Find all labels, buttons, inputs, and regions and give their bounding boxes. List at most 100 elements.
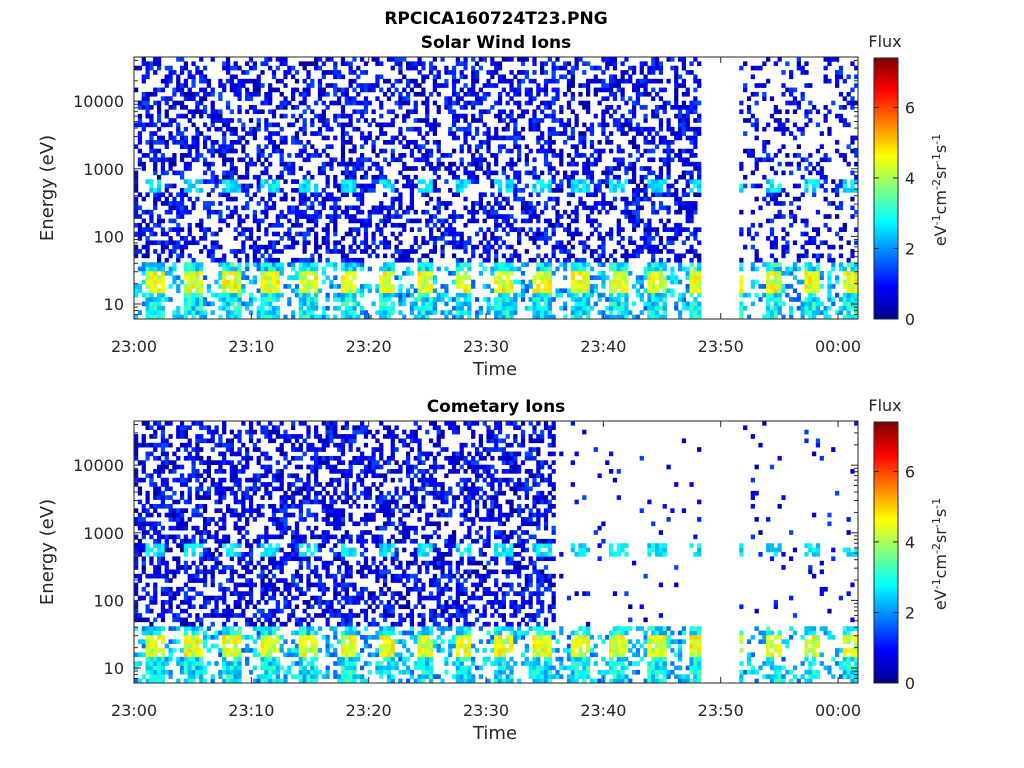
heatmap-cell: [578, 179, 583, 184]
heatmap-cell: [697, 227, 702, 232]
heatmap-cell: [624, 288, 629, 294]
heatmap-cell: [268, 153, 273, 158]
heatmap-cell: [298, 209, 303, 215]
heatmap-cell: [360, 109, 365, 115]
heatmap-cell: [846, 100, 851, 106]
heatmap-cell: [317, 201, 323, 206]
heatmap-cell: [574, 122, 579, 128]
heatmap-cell: [271, 87, 277, 93]
heatmap-cell: [666, 161, 671, 167]
heatmap-cell: [532, 122, 537, 128]
heatmap-cell: [275, 131, 280, 136]
heatmap-cell: [428, 266, 434, 272]
heatmap-cell: [658, 118, 664, 123]
heatmap-cell: [271, 74, 277, 80]
heatmap-cell: [229, 118, 234, 123]
heatmap-cell: [172, 170, 177, 176]
heatmap-cell: [808, 305, 813, 311]
heatmap-cell: [559, 188, 564, 193]
heatmap-cell: [513, 183, 518, 189]
heatmap-cell: [187, 70, 192, 75]
heatmap-cell: [651, 284, 656, 289]
heatmap-cell: [363, 284, 369, 289]
heatmap-cell: [352, 126, 357, 132]
heatmap-cell: [459, 157, 464, 163]
heatmap-cell: [769, 196, 775, 202]
heatmap-cell: [340, 61, 346, 67]
heatmap-cell: [494, 153, 499, 158]
heatmap-cell: [137, 148, 143, 154]
heatmap-cell: [497, 205, 503, 211]
heatmap-cell: [202, 65, 208, 71]
heatmap-cell: [658, 96, 664, 101]
heatmap-cell: [298, 275, 303, 280]
heatmap-cell: [356, 288, 361, 294]
heatmap-cell: [321, 118, 326, 123]
heatmap-cell: [195, 139, 200, 145]
heatmap-cell: [536, 218, 541, 224]
heatmap-cell: [179, 113, 185, 119]
heatmap-cell: [494, 179, 499, 184]
heatmap-cell: [149, 240, 154, 246]
heatmap-cell: [773, 244, 778, 250]
heatmap-cell: [451, 231, 457, 237]
heatmap-cell: [467, 126, 472, 132]
heatmap-cell: [386, 292, 392, 298]
heatmap-cell: [536, 292, 541, 298]
heatmap-cell: [551, 78, 556, 84]
heatmap-cell: [448, 170, 453, 176]
heatmap-cell: [199, 288, 204, 294]
heatmap-cell: [509, 244, 514, 250]
heatmap-cell: [333, 292, 338, 298]
heatmap-cell: [134, 253, 139, 259]
heatmap-cell: [823, 222, 828, 228]
heatmap-cell: [474, 161, 480, 167]
heatmap-cell: [348, 314, 353, 320]
heatmap-cell: [405, 174, 411, 180]
heatmap-cell: [543, 61, 549, 67]
heatmap-cell: [547, 100, 552, 106]
heatmap-cell: [739, 262, 744, 267]
heatmap-cell: [340, 314, 346, 320]
heatmap-cell: [540, 131, 545, 136]
heatmap-cell: [195, 153, 200, 158]
heatmap-cell: [421, 288, 426, 294]
heatmap-cell: [643, 166, 648, 171]
heatmap-cell: [160, 192, 166, 198]
heatmap-cell: [631, 314, 637, 320]
heatmap-cell: [172, 244, 177, 250]
heatmap-cell: [390, 153, 395, 158]
heatmap-cell: [229, 288, 234, 294]
heatmap-cell: [743, 83, 748, 88]
heatmap-cell: [298, 214, 303, 219]
heatmap-cell: [245, 170, 250, 176]
heatmap-cell: [425, 188, 430, 193]
heatmap-cell: [582, 122, 587, 128]
heatmap-cell: [356, 83, 361, 88]
heatmap-cell: [827, 253, 832, 259]
heatmap-cell: [141, 253, 146, 259]
heatmap-cell: [831, 201, 836, 206]
heatmap-cell: [237, 139, 242, 145]
heatmap-cell: [601, 236, 606, 241]
heatmap-cell: [777, 209, 782, 215]
heatmap-cell: [689, 174, 694, 180]
heatmap-cell: [402, 135, 407, 141]
heatmap-cell: [586, 310, 591, 315]
heatmap-cell: [268, 192, 273, 198]
heatmap-cell: [574, 297, 579, 302]
heatmap-cell: [547, 310, 552, 315]
heatmap-cell: [482, 231, 487, 237]
heatmap-cell: [294, 284, 300, 289]
heatmap-cell: [156, 65, 162, 71]
heatmap-cell: [578, 310, 583, 315]
heatmap-cell: [344, 314, 349, 320]
heatmap-cell: [501, 284, 506, 289]
heatmap-cell: [294, 218, 300, 224]
heatmap-cell: [206, 192, 212, 198]
heatmap-cell: [846, 314, 851, 320]
heatmap-cell: [827, 305, 832, 311]
heatmap-cell: [819, 166, 824, 171]
heatmap-cell: [815, 161, 821, 167]
heatmap-cell: [547, 188, 552, 193]
